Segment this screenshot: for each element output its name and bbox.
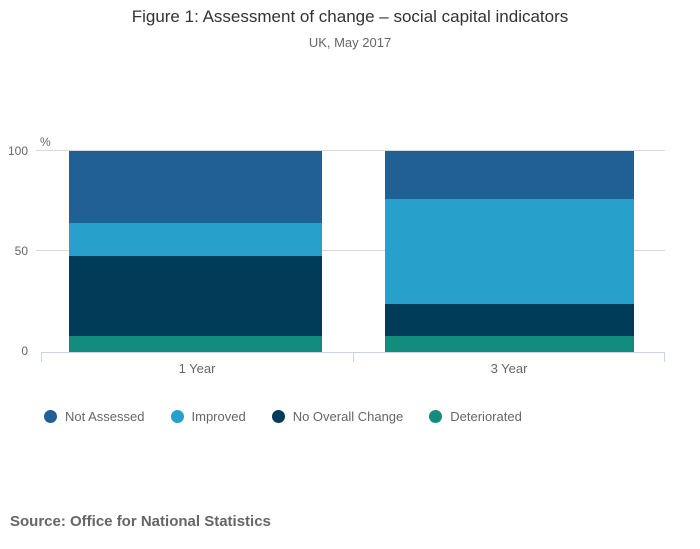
legend-item-improved[interactable]: Improved xyxy=(170,408,246,424)
gridline-50 xyxy=(36,250,665,251)
category-label-3-year: 3 Year xyxy=(490,361,528,376)
legend-swatch-icon xyxy=(271,409,285,423)
legend: Not Assessed Improved No Overall Change Det… xyxy=(44,404,522,428)
x-axis-middle-tick xyxy=(353,353,354,362)
legend-label: No Overall Change xyxy=(292,408,404,424)
legend-label: Not Assessed xyxy=(65,408,145,424)
segment-not-assessed[interactable] xyxy=(69,151,322,224)
legend-item-deteriorated[interactable]: Deteriorated xyxy=(429,409,522,424)
legend-swatch-icon xyxy=(44,409,57,423)
y-axis-unit-label: % xyxy=(40,135,51,149)
y-tick-label-100: 100 xyxy=(7,144,28,158)
legend-label: Improved xyxy=(191,408,246,424)
legend-swatch-icon xyxy=(170,409,184,423)
category-label-1-year: 1 Year xyxy=(178,361,216,376)
y-tick-label-0: 0 xyxy=(21,344,28,358)
source-text: Source: Office for National Statistics xyxy=(10,513,271,530)
segment-improved[interactable] xyxy=(385,199,634,304)
segment-no-overall-change[interactable] xyxy=(385,303,634,336)
legend-label: Deteriorated xyxy=(450,408,522,424)
bar-1-year xyxy=(69,151,322,352)
legend-swatch-icon xyxy=(429,409,443,423)
segment-improved[interactable] xyxy=(69,223,322,256)
segment-not-assessed[interactable] xyxy=(385,151,634,200)
gridline-100 xyxy=(36,150,665,151)
chart-subtitle: UK, May 2017 xyxy=(308,35,392,50)
x-axis-line xyxy=(41,352,665,362)
y-tick-label-50: 50 xyxy=(14,244,28,258)
chart-title: Figure 1: Assessment of change – social … xyxy=(131,7,569,26)
segment-no-overall-change[interactable] xyxy=(69,255,322,336)
bar-3-year xyxy=(385,151,634,352)
legend-item-no-overall-change[interactable]: No Overall Change xyxy=(271,408,404,424)
segment-deteriorated[interactable] xyxy=(69,335,322,352)
segment-deteriorated[interactable] xyxy=(385,335,634,352)
legend-item-not-assessed[interactable]: Not Assessed xyxy=(44,409,145,424)
